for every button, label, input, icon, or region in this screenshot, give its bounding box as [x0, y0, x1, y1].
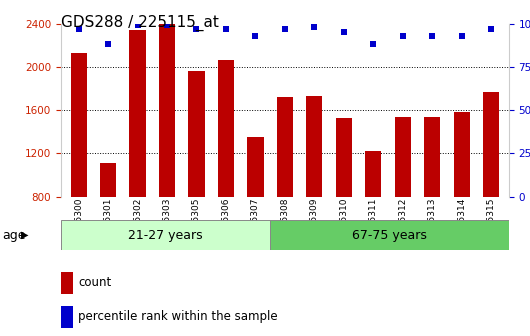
Bar — [188, 71, 205, 197]
Point — [192, 26, 201, 31]
Point — [251, 33, 260, 38]
Text: age: age — [3, 229, 26, 242]
Bar — [335, 118, 352, 197]
Point — [104, 42, 112, 47]
Point — [222, 26, 230, 31]
Point — [399, 33, 407, 38]
Bar — [61, 220, 270, 250]
Bar — [306, 96, 322, 197]
Bar — [365, 151, 382, 197]
Text: ▶: ▶ — [21, 230, 29, 240]
Text: count: count — [78, 277, 111, 289]
Bar — [395, 117, 411, 197]
Bar — [270, 220, 509, 250]
Text: 21-27 years: 21-27 years — [128, 229, 203, 242]
Point — [134, 23, 142, 28]
Point — [457, 33, 466, 38]
Point — [74, 26, 83, 31]
Bar — [70, 53, 87, 197]
Text: 67-75 years: 67-75 years — [352, 229, 427, 242]
Bar — [159, 24, 175, 197]
Bar — [424, 117, 440, 197]
Point — [281, 26, 289, 31]
Bar — [483, 92, 499, 197]
Bar — [454, 112, 470, 197]
Text: percentile rank within the sample: percentile rank within the sample — [78, 310, 278, 323]
Bar — [218, 60, 234, 197]
Point — [310, 24, 319, 30]
Bar — [277, 97, 293, 197]
Text: GDS288 / 225115_at: GDS288 / 225115_at — [61, 15, 219, 31]
Point — [428, 33, 436, 38]
Point — [487, 26, 496, 31]
Bar — [248, 137, 263, 197]
Point — [163, 23, 171, 28]
Point — [369, 42, 377, 47]
Point — [340, 30, 348, 35]
Bar — [129, 30, 146, 197]
Bar — [100, 163, 116, 197]
